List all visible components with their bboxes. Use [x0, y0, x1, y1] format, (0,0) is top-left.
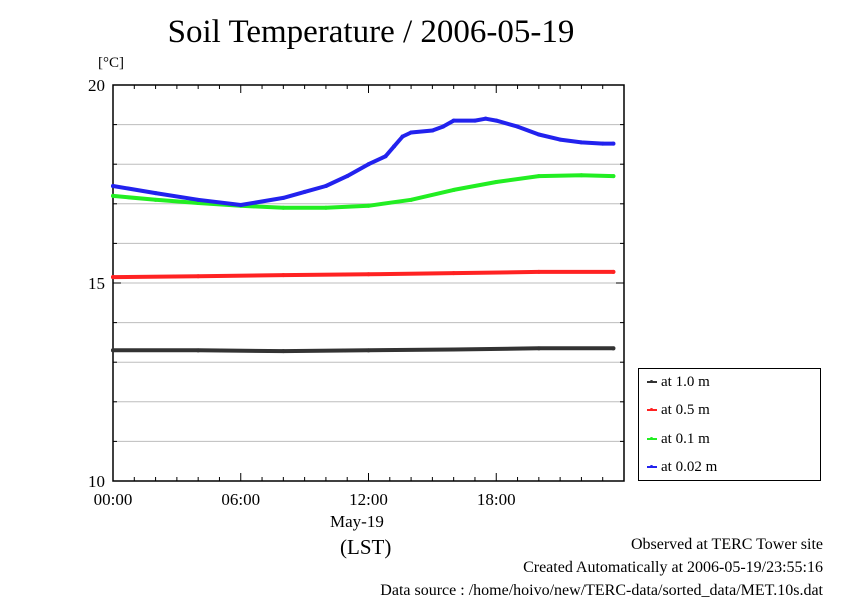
legend-swatch-blue — [647, 465, 657, 468]
series-point-0 — [536, 346, 541, 351]
series-point-3 — [196, 197, 201, 202]
series-point-3 — [483, 116, 488, 121]
series-point-0 — [196, 348, 201, 353]
series-point-3 — [392, 144, 397, 149]
series-point-3 — [302, 189, 307, 194]
legend-item-1.0m: at 1.0 m — [647, 372, 710, 392]
legend-label: at 0.1 m — [661, 430, 710, 447]
series-point-3 — [600, 141, 605, 146]
series-point-3 — [515, 124, 520, 129]
series-point-3 — [281, 195, 286, 200]
series-point-2 — [323, 205, 328, 210]
series-point-3 — [111, 183, 115, 188]
legend-swatch-green — [647, 437, 657, 440]
series-point-3 — [430, 128, 435, 133]
series-point-3 — [451, 118, 456, 123]
series-point-3 — [536, 132, 541, 137]
series-point-3 — [153, 191, 158, 196]
series-point-3 — [323, 183, 328, 188]
series-point-1 — [366, 272, 371, 277]
legend-swatch-red — [647, 408, 657, 411]
series-point-3 — [238, 202, 243, 207]
series-point-3 — [494, 118, 499, 123]
chart-title: Soil Temperature / 2006-05-19 — [167, 14, 575, 50]
legend-label: at 0.5 m — [661, 401, 710, 418]
legend-label: at 1.0 m — [661, 373, 710, 390]
x-axis-date-label: May-19 — [330, 512, 384, 531]
legend-item-0.5m: at 0.5 m — [647, 400, 710, 420]
series-point-1 — [536, 269, 541, 274]
series-point-1 — [111, 275, 115, 280]
x-tick-label: 18:00 — [477, 490, 516, 509]
series-point-3 — [400, 134, 405, 139]
series-point-3 — [383, 154, 388, 159]
y-tick-label: 10 — [88, 472, 105, 491]
legend-label: at 0.02 m — [661, 458, 718, 475]
series-point-3 — [366, 162, 371, 167]
series-point-0 — [111, 348, 115, 353]
series-line-3 — [111, 116, 616, 207]
series-point-2 — [579, 173, 584, 178]
x-tick-label: 00:00 — [94, 490, 133, 509]
series-point-0 — [366, 348, 371, 353]
legend-item-0.1m: at 0.1 m — [647, 429, 710, 449]
series-point-2 — [153, 197, 158, 202]
series-point-3 — [558, 137, 563, 142]
series-point-2 — [409, 197, 414, 202]
series-point-2 — [281, 205, 286, 210]
y-tick-label: 20 — [88, 76, 105, 95]
series-point-1 — [281, 273, 286, 278]
x-axis-unit-label: (LST) — [340, 535, 392, 559]
series-point-0 — [451, 347, 456, 352]
series-point-3 — [472, 118, 477, 123]
series-point-3 — [345, 174, 350, 179]
series-point-2 — [494, 180, 499, 185]
series-line-2 — [111, 173, 616, 210]
series-point-2 — [196, 201, 201, 206]
series-point-3 — [409, 130, 414, 135]
series-point-1 — [451, 271, 456, 276]
footer-created-note: Created Automatically at 2006-05-19/23:5… — [523, 559, 823, 576]
series-point-3 — [579, 140, 584, 145]
series-point-1 — [611, 269, 616, 274]
series-point-2 — [451, 187, 456, 192]
series-point-2 — [536, 174, 541, 179]
legend-swatch-black — [647, 380, 657, 383]
x-tick-label: 06:00 — [221, 490, 260, 509]
legend-item-0.02m: at 0.02 m — [647, 457, 717, 477]
y-tick-label: 15 — [88, 274, 105, 293]
series-point-0 — [611, 346, 616, 351]
series-point-2 — [111, 193, 115, 198]
legend: at 1.0 m at 0.5 m at 0.1 m at 0.02 m — [638, 368, 821, 481]
y-axis-unit-label: [°C] — [98, 55, 124, 71]
series-point-1 — [196, 274, 201, 279]
footer-site-note: Observed at TERC Tower site — [630, 536, 823, 553]
series-point-2 — [611, 174, 616, 179]
series-point-2 — [366, 203, 371, 208]
series-point-3 — [441, 124, 446, 129]
x-tick-label: 12:00 — [349, 490, 388, 509]
series-point-0 — [281, 349, 286, 354]
footer-data-source: Data source : /home/hoivo/new/TERC-data/… — [380, 582, 823, 599]
series-point-3 — [611, 141, 616, 146]
